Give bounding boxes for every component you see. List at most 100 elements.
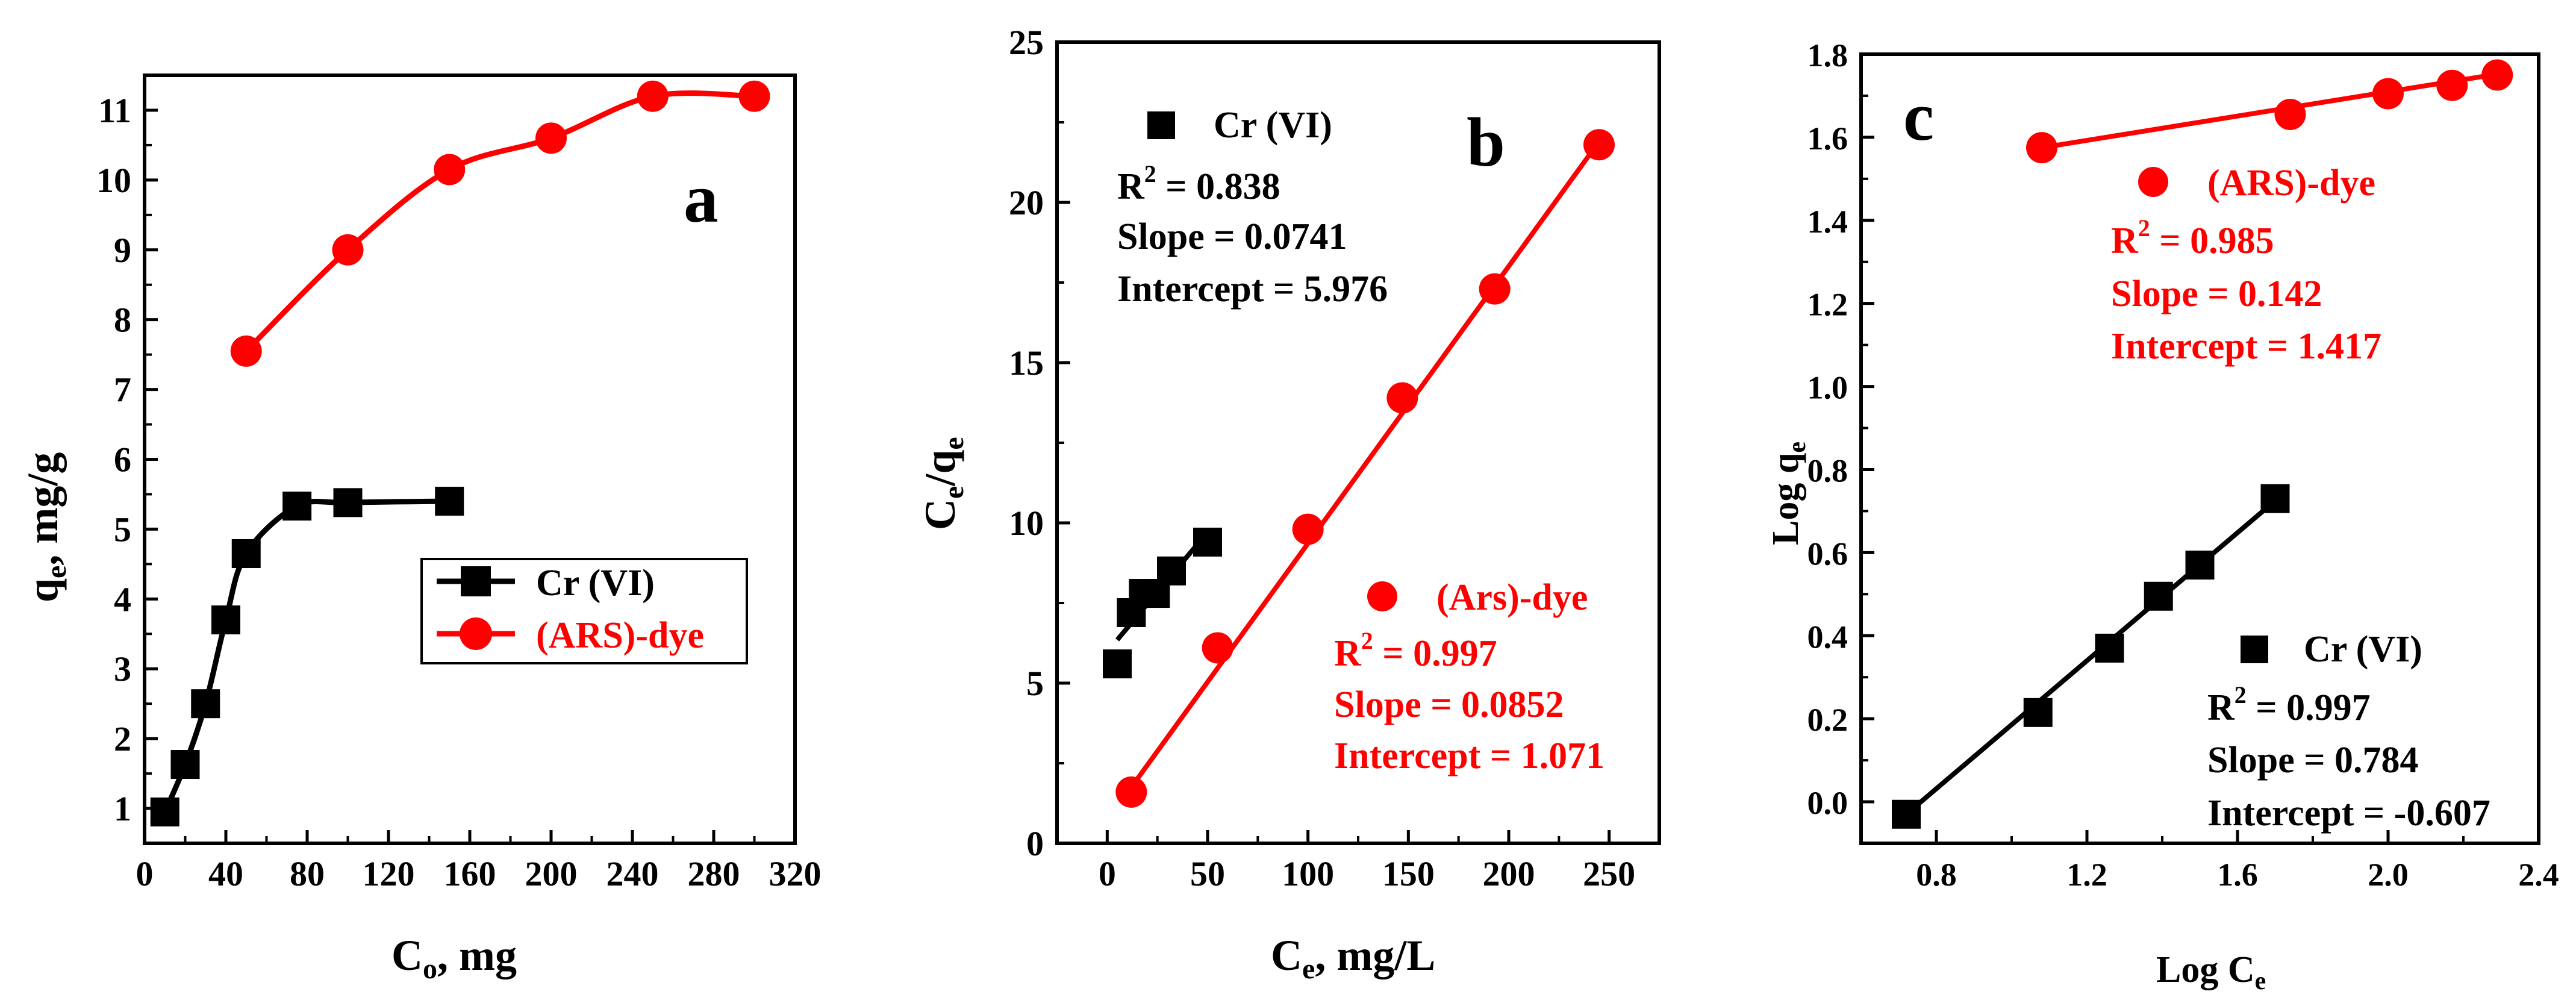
series-line-ars-dye — [244, 90, 755, 354]
y-axis-title-main: Log q — [1765, 453, 1806, 545]
plot-frame — [1859, 52, 2540, 845]
annotation-legend-cr: Cr (VI) — [1214, 105, 1332, 146]
y-tick-label: 1.8 — [1807, 37, 1848, 73]
annotation-legend-ars: (Ars)-dye — [1436, 577, 1588, 618]
y-tick-label: 1.6 — [1807, 120, 1848, 157]
data-point-ars-dye — [332, 234, 364, 266]
y-axis-title-sub: e — [1783, 442, 1811, 453]
panel-label: b — [1467, 104, 1505, 181]
annotation-marker-cr — [2241, 636, 2268, 663]
x-tick-label: 320 — [769, 854, 822, 893]
data-point-ars-dye — [1479, 273, 1511, 305]
y-tick-label: 10 — [1009, 504, 1044, 543]
y-axis-title-mid: /q — [916, 450, 964, 487]
y-tick-label: 0.2 — [1807, 702, 1848, 738]
annotation-intercept-ars: Intercept = 1.417 — [2111, 326, 2381, 367]
x-axis-title: Co, mg — [391, 931, 517, 985]
x-tick-label: 160 — [444, 854, 496, 893]
data-point-cr-vi — [2260, 484, 2290, 513]
y-axis-title-sub: e — [938, 486, 970, 499]
data-point-cr-vi — [2185, 551, 2215, 580]
y-axis-title: Ce/qe — [916, 437, 970, 530]
x-axis-title-sub: e — [2255, 967, 2266, 995]
x-axis-title: Ce, mg/L — [1271, 931, 1435, 985]
x-tick-label: 1.2 — [2066, 857, 2107, 893]
data-point-ars-dye — [1292, 513, 1324, 545]
data-series — [150, 80, 770, 826]
data-point-cr-vi — [231, 539, 261, 568]
annotation-slope-ars: Slope = 0.0852 — [1334, 684, 1564, 725]
annotation-ars: (ARS)-dye R2 = 0.985 Slope = 0.142 Inter… — [2111, 163, 2381, 367]
x-axis-title-tail: , mg — [437, 931, 517, 979]
x-tick-label: 2.4 — [2518, 857, 2559, 893]
annotation-marker-ars — [1367, 581, 1397, 611]
y-tick-label: 25 — [1009, 23, 1044, 62]
y-axis-title-main: q — [19, 578, 67, 602]
annotation-legend-cr: Cr (VI) — [2304, 629, 2422, 670]
legend: Cr (VI) (ARS)-dye — [420, 558, 748, 664]
x-tick-label: 1.6 — [2217, 857, 2258, 893]
x-tick-label: 200 — [1483, 854, 1535, 893]
x-tick-label: 40 — [208, 854, 243, 893]
data-point-cr-vi — [170, 750, 200, 779]
data-point-cr-vi — [2023, 698, 2053, 727]
y-tick-label: 5 — [114, 510, 131, 549]
data-point-ars-dye — [2372, 78, 2404, 110]
data-point-cr-vi — [1103, 649, 1132, 679]
y-axis-title-sub2: e — [938, 437, 970, 449]
y-axis-title: Log qe — [1765, 442, 1811, 545]
annotation-slope-cr: Slope = 0.0741 — [1117, 216, 1347, 257]
x-tick-label: 280 — [688, 854, 740, 893]
y-tick-label: 5 — [1026, 664, 1044, 703]
y-tick-label: 2 — [114, 719, 131, 758]
legend-marker-cr — [461, 566, 491, 596]
legend-marker-ars — [460, 617, 492, 650]
data-point-cr-vi — [1193, 527, 1222, 557]
axis-ticks: 0 50 100 150 200 250 0 5 10 15 20 25 — [1009, 23, 1635, 893]
annotation-intercept-cr: Intercept = -0.607 — [2207, 793, 2490, 834]
annotation-marker-cr — [1147, 111, 1175, 139]
data-point-cr-vi — [150, 797, 179, 826]
data-point-cr-vi — [1157, 556, 1186, 586]
y-tick-label: 3 — [114, 649, 131, 689]
annotation-r2-cr: R2 = 0.838 — [1117, 160, 1280, 207]
annotation-r2-cr: R2 = 0.997 — [2207, 681, 2371, 728]
x-axis-title: Log Ce — [2156, 949, 2266, 995]
y-axis-title: qe, mg/g — [19, 452, 72, 602]
y-axis-title-sub: e — [40, 566, 72, 578]
annotation-slope-ars: Slope = 0.142 — [2111, 273, 2322, 314]
x-tick-label: 0 — [136, 854, 154, 893]
panel-c: 0.8 1.2 1.6 2.0 2.4 0.0 0.2 0.4 0.6 0.8 1.0 1.2 1.4 1… — [1765, 37, 2559, 995]
y-tick-label: 20 — [1009, 183, 1044, 222]
data-point-ars-dye — [2481, 59, 2513, 91]
y-tick-label: 6 — [114, 440, 131, 480]
x-axis-title-tail: , mg/L — [1315, 931, 1435, 979]
data-point-cr-vi — [1892, 799, 1921, 829]
data-point-ars-dye — [230, 335, 262, 367]
y-tick-label: 9 — [114, 231, 131, 270]
x-tick-label: 0.8 — [1916, 857, 1957, 893]
legend-label-cr: Cr (VI) — [536, 563, 655, 604]
data-point-ars-dye — [1115, 776, 1147, 808]
y-tick-label: 4 — [114, 580, 131, 619]
data-point-cr-vi — [211, 605, 240, 635]
y-tick-label: 8 — [114, 301, 131, 340]
data-point-ars-dye — [2026, 132, 2057, 164]
y-tick-label: 1.4 — [1807, 204, 1848, 240]
x-tick-label: 80 — [290, 854, 325, 893]
data-point-ars-dye — [1386, 382, 1418, 414]
data-series — [1892, 59, 2513, 829]
x-tick-label: 0 — [1099, 854, 1116, 893]
y-tick-label: 0.8 — [1807, 452, 1848, 489]
annotation-intercept-cr: Intercept = 5.976 — [1117, 269, 1388, 310]
legend-label-ars: (ARS)-dye — [536, 615, 704, 656]
x-axis-title-sub: e — [1302, 953, 1315, 985]
x-tick-label: 100 — [1282, 854, 1334, 893]
x-axis-title-sub: o — [423, 953, 437, 985]
data-point-ars-dye — [2274, 98, 2306, 130]
y-tick-label: 0 — [1026, 824, 1044, 863]
y-tick-label: 0.4 — [1807, 619, 1848, 655]
y-axis-title-tail: , mg/g — [19, 452, 67, 566]
